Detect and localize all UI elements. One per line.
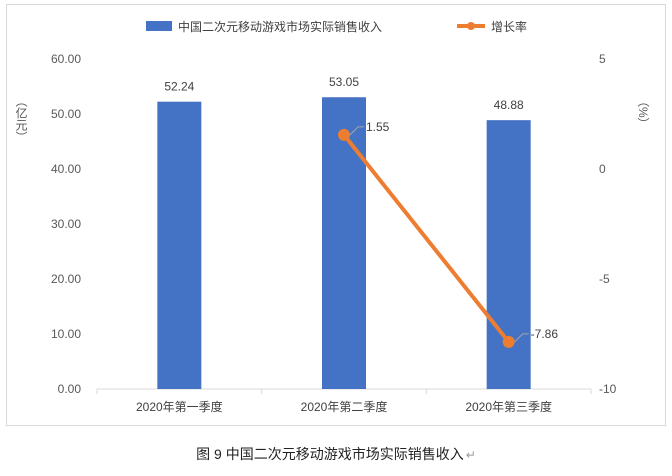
y-left-unit: （亿元） [14,95,28,143]
growth-rate-label: -7.86 [531,327,559,341]
y-left-tick-label: 40.00 [51,162,81,176]
legend-line-marker [467,22,475,30]
y-left-tick-label: 60.00 [51,52,81,66]
y-right-tick-label: 5 [599,52,606,66]
category-label: 2020年第三季度 [465,399,552,414]
data-label-leader [514,333,529,343]
legend-bar-label: 中国二次元移动游戏市场实际销售收入 [178,19,382,34]
growth-rate-point [338,128,350,141]
data-label-leader [349,126,364,136]
y-right-tick-label: -10 [599,382,617,396]
bar [486,120,531,389]
y-left-tick-label: 30.00 [51,217,81,231]
bar [157,101,202,390]
legend-line-label: 增长率 [491,19,527,34]
legend-bar-swatch [146,21,172,31]
y-left-tick-label: 20.00 [51,272,81,286]
y-right-tick-label: 0 [599,162,606,176]
bar-value-label: 48.88 [494,98,524,112]
growth-rate-label: 1.55 [366,120,390,134]
bar [322,97,366,389]
y-left-tick-label: 10.00 [51,327,81,341]
y-left-tick-label: 0.00 [58,382,82,396]
bar-value-label: 53.05 [329,75,359,89]
y-left-tick-label: 50.00 [51,107,81,121]
figure-caption: 图 9 中国二次元移动游戏市场实际销售收入 ↵ [0,444,672,464]
category-label: 2020年第二季度 [301,399,388,414]
y-right-tick-label: -5 [599,272,610,286]
chart-frame: 0.00 10.00 20.00 30.00 40.00 50.00 60.00 -10 -5 0… [6,4,666,426]
caption-text: 图 9 中国二次元移动游戏市场实际销售收入 [196,446,464,462]
y-right-unit: （%） [636,95,650,130]
growth-rate-point [502,335,515,348]
bar-value-label: 52.24 [164,80,194,94]
return-mark-icon: ↵ [465,448,476,462]
growth-rate-line [342,132,511,344]
category-label: 2020年第一季度 [136,399,223,414]
chart: 0.00 10.00 20.00 30.00 40.00 50.00 60.00 -10 -5 0… [14,19,650,414]
